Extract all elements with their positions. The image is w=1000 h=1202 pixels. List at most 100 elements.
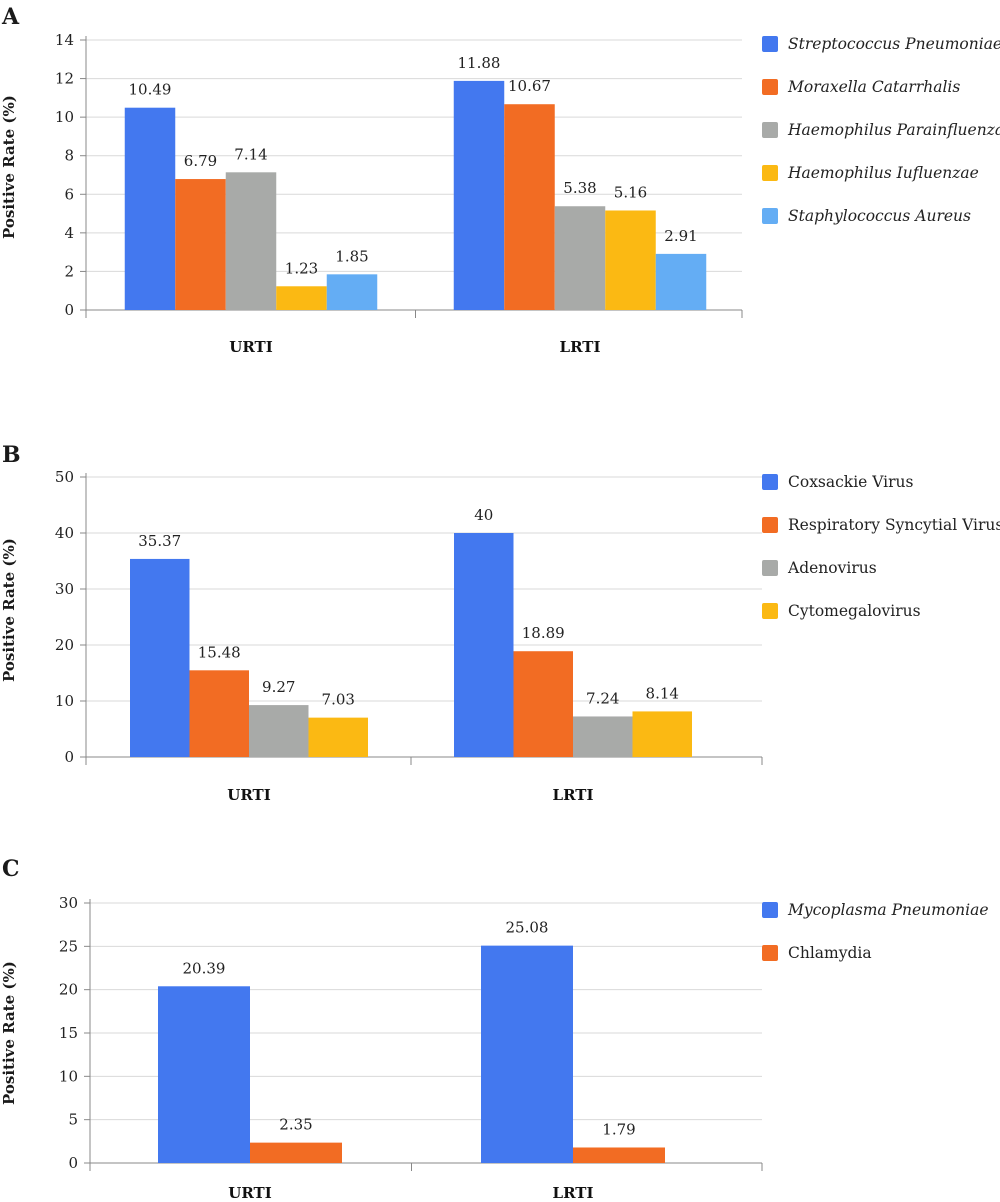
y-tick-label: 0 [68, 1154, 78, 1172]
bar [655, 253, 707, 310]
data-label: 10.49 [129, 81, 172, 99]
data-label: 25.08 [506, 919, 549, 937]
legend-swatch [762, 517, 778, 533]
y-tick-label: 40 [55, 524, 74, 542]
legend-label: Cytomegalovirus [788, 602, 921, 620]
y-tick-label: 15 [59, 1024, 78, 1042]
y-tick-label: 50 [55, 468, 74, 486]
y-tick-label: 30 [55, 580, 74, 598]
x-category-label: URTI [227, 786, 270, 804]
bar [189, 670, 249, 757]
legend-label: Coxsackie Virus [788, 473, 914, 491]
data-label: 6.79 [184, 152, 217, 170]
data-label: 10.67 [508, 77, 551, 95]
legend-swatch [762, 122, 778, 138]
legend-label: Chlamydia [788, 944, 872, 962]
legend-label: Streptococcus Pneumoniae [788, 35, 1000, 53]
bar [308, 717, 368, 757]
bar-chart-c: 0 5 10 15 20 25 30 20.39 2.35 URTI 25.08 1.79 LRTI [59, 894, 763, 1202]
legend-label: Haemophilus Iufluenzae [788, 164, 979, 182]
y-tick-label: 8 [64, 147, 74, 165]
bar [554, 206, 606, 310]
data-label: 15.48 [198, 643, 241, 661]
bar-chart-a: 0 2 4 6 8 10 12 14 10.49 6.79 7.14 1.23 1.85 URTI 11.8… [55, 31, 743, 356]
bar [326, 274, 378, 310]
panel-label: C [2, 856, 20, 882]
legend-swatch [762, 902, 778, 918]
bar [276, 286, 327, 310]
data-label: 1.23 [285, 259, 318, 277]
data-label: 7.03 [322, 691, 355, 709]
legend-label: Mycoplasma Pneumoniae [788, 901, 989, 919]
legend-swatch [762, 79, 778, 95]
y-tick-label: 4 [64, 224, 74, 242]
data-label: 7.14 [234, 145, 267, 163]
legend-swatch [762, 603, 778, 619]
data-label: 40 [474, 506, 493, 524]
y-tick-label: 10 [59, 1067, 78, 1085]
x-category-label: LRTI [560, 338, 601, 356]
bar [573, 716, 633, 757]
legend-swatch [762, 36, 778, 52]
y-tick-label: 14 [55, 31, 74, 49]
legend-swatch [762, 165, 778, 181]
y-tick-label: 30 [59, 894, 78, 912]
data-label: 1.85 [335, 247, 368, 265]
legend-swatch [762, 474, 778, 490]
data-label: 2.35 [279, 1116, 312, 1134]
bar [632, 711, 692, 757]
y-tick-label: 10 [55, 108, 74, 126]
data-label: 18.89 [522, 624, 565, 642]
x-category-label: LRTI [553, 1184, 594, 1202]
y-tick-label: 25 [59, 937, 78, 955]
legend-label: Haemophilus Parainfluenzae [788, 121, 1000, 139]
bar [481, 945, 573, 1163]
y-tick-label: 20 [59, 981, 78, 999]
bar [504, 104, 555, 310]
data-label: 8.14 [646, 684, 679, 702]
panel-c: C Positive Rate (%) 0 5 10 15 20 25 30 20.39 2.3… [0, 856, 1000, 1202]
y-tick-label: 0 [64, 748, 74, 766]
bar [175, 179, 226, 310]
data-label: 11.88 [458, 54, 501, 72]
data-label: 35.37 [138, 532, 181, 550]
data-label: 1.79 [602, 1120, 635, 1138]
panel-a: A Positive Rate (%) 0 2 4 6 8 10 12 14 10.49 6.79… [0, 0, 1000, 380]
legend-label: Moraxella Catarrhalis [788, 78, 961, 96]
bar [605, 210, 656, 310]
data-label: 9.27 [262, 678, 295, 696]
bar-chart-b: 0 10 20 30 40 50 35.37 15.48 9.27 7.03 URTI 40 18.89… [55, 468, 763, 804]
bar [454, 533, 514, 757]
panel-label: A [2, 4, 20, 30]
bar [453, 80, 505, 310]
legend-swatch [762, 945, 778, 961]
legend-label: Respiratory Syncytial Virus [788, 516, 1000, 534]
y-tick-label: 20 [55, 636, 74, 654]
y-tick-label: 2 [64, 262, 74, 280]
y-tick-label: 6 [64, 185, 74, 203]
y-tick-label: 10 [55, 692, 74, 710]
legend-swatch [762, 208, 778, 224]
data-label: 5.16 [614, 183, 647, 201]
panel-label: B [2, 442, 21, 468]
y-tick-label: 12 [55, 70, 74, 88]
bar [158, 986, 250, 1163]
legend-swatch [762, 560, 778, 576]
legend-label: Staphylococcus Aureus [788, 207, 971, 225]
bar [249, 705, 309, 757]
x-category-label: URTI [229, 338, 272, 356]
bar [130, 558, 190, 757]
y-tick-label: 5 [68, 1111, 78, 1129]
data-label: 2.91 [664, 227, 697, 245]
bar [513, 651, 573, 757]
x-category-label: URTI [228, 1184, 271, 1202]
x-category-label: LRTI [553, 786, 594, 804]
data-label: 7.24 [586, 689, 619, 707]
bar [124, 107, 176, 310]
y-tick-label: 0 [64, 301, 74, 319]
data-label: 20.39 [183, 959, 226, 977]
legend-label: Adenovirus [788, 559, 877, 577]
bar [225, 172, 277, 310]
bar [573, 1147, 665, 1163]
panel-b: B Positive Rate (%) 0 10 20 30 40 50 35.37 15.4… [0, 438, 1000, 818]
